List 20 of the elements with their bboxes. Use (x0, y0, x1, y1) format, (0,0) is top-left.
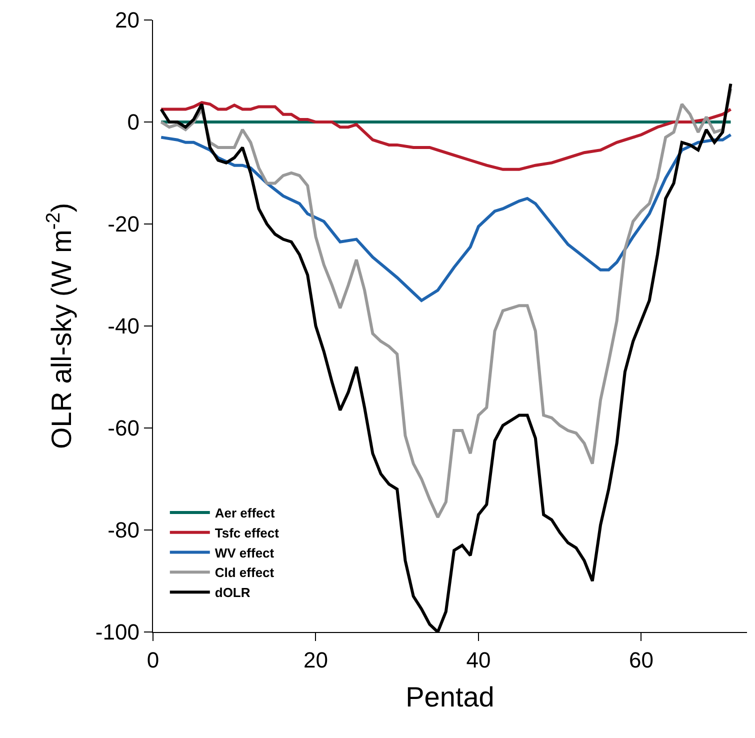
y-tick-label: -60 (108, 416, 140, 441)
y-tick-label: -100 (95, 620, 140, 645)
legend-label: WV effect (214, 545, 275, 560)
legend-label: Aer effect (214, 506, 276, 521)
legend-label: Tsfc effect (214, 525, 280, 540)
x-axis-title: Pentad (406, 682, 494, 713)
x-tick-label: 20 (304, 648, 328, 673)
line-series (160, 87, 732, 519)
x-tick-label: 60 (628, 648, 654, 673)
legend-label: dOLR (214, 585, 251, 600)
y-tick-label: 0 (127, 110, 140, 135)
legend-label: Cld effect (214, 565, 275, 580)
y-tick-label: -40 (108, 314, 140, 339)
x-tick-label: 40 (466, 648, 491, 673)
x-tick-label: 0 (146, 648, 160, 673)
y-tick-label: -80 (108, 518, 140, 543)
y-tick-label: -20 (108, 212, 140, 237)
y-tick-label: 20 (114, 8, 140, 33)
line-series (160, 101, 732, 171)
line-series (160, 133, 732, 302)
